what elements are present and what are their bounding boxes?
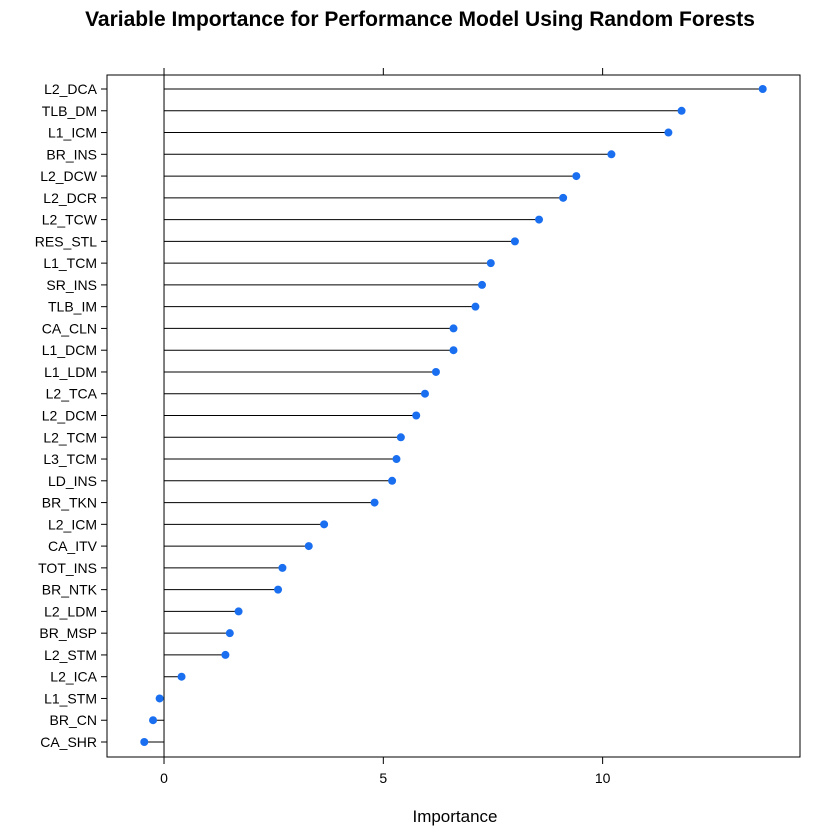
y-tick-label: BR_NTK [42,582,98,598]
importance-point [221,650,230,659]
y-tick-label: TLB_IM [48,299,97,315]
importance-point [572,172,581,181]
importance-point [388,476,397,485]
importance-point [274,585,283,594]
importance-point [396,433,405,442]
y-tick-label: CA_CLN [42,320,97,336]
importance-point [420,389,429,398]
y-tick-label: L2_TCM [43,429,97,445]
y-tick-label: L2_DCA [44,81,98,97]
importance-point [392,455,401,464]
x-tick-label: 10 [595,770,611,786]
x-tick-label: 0 [160,770,168,786]
y-tick-label: L2_DCW [40,168,98,184]
y-tick-label: L2_DCR [43,190,97,206]
y-tick-label: L2_DCM [42,408,97,424]
importance-point [471,302,480,311]
importance-point [758,85,767,93]
importance-point [478,280,487,289]
y-tick-label: L1_DCM [42,342,97,358]
importance-point [140,738,149,746]
importance-point [225,629,234,638]
y-tick-label: L3_TCM [43,451,97,467]
x-tick-label: 5 [379,770,387,786]
y-tick-label: LD_INS [48,473,97,489]
importance-point [431,367,440,376]
top-axis-ticks [163,68,604,75]
importance-point [664,128,673,137]
y-tick-label: L2_STM [44,647,97,663]
y-tick-label: CA_ITV [48,538,98,554]
y-tick-label: L2_TCW [42,212,98,228]
importance-point [486,259,495,268]
importance-point [412,411,421,420]
y-tick-label: BR_MSP [39,625,97,641]
chart-title: Variable Importance for Performance Mode… [85,8,755,31]
importance-point [510,237,519,246]
y-axis-labels: L2_DCA TLB_DM L1_ICM BR_INS L2_DCW L2_DCR L2_T… [35,81,107,750]
y-tick-label: BR_INS [46,146,97,162]
importance-point [155,694,164,703]
y-tick-label: L1_TCM [43,255,97,271]
importance-point [304,542,313,551]
y-tick-label: CA_SHR [40,734,97,750]
y-tick-label: L1_ICM [48,125,97,141]
stems [144,88,763,743]
importance-point [449,346,458,355]
y-tick-label: L1_STM [44,690,97,706]
importance-point [607,150,616,159]
y-tick-label: L2_ICM [48,516,97,532]
importance-point [535,215,544,224]
y-tick-label: L2_LDM [44,603,97,619]
x-axis-label: Importance [412,807,497,826]
y-tick-label: SR_INS [46,277,97,293]
y-tick-label: BR_TKN [42,495,97,511]
y-tick-label: L2_TCA [46,386,98,402]
importance-point [177,672,186,681]
y-tick-label: BR_CN [50,712,97,728]
y-tick-label: RES_STL [35,233,97,249]
importance-point [278,563,287,572]
y-tick-label: L1_LDM [44,364,97,380]
importance-point [559,193,568,202]
points [140,85,767,746]
importance-point [449,324,458,333]
importance-point [320,520,329,529]
importance-point [149,716,158,725]
importance-point [677,106,686,115]
bottom-axis: 0 5 10 [160,757,611,786]
importance-point [234,607,243,616]
y-tick-label: L2_ICA [50,669,97,685]
y-tick-label: TOT_INS [38,560,97,576]
y-tick-label: TLB_DM [42,103,97,119]
importance-point [370,498,379,507]
